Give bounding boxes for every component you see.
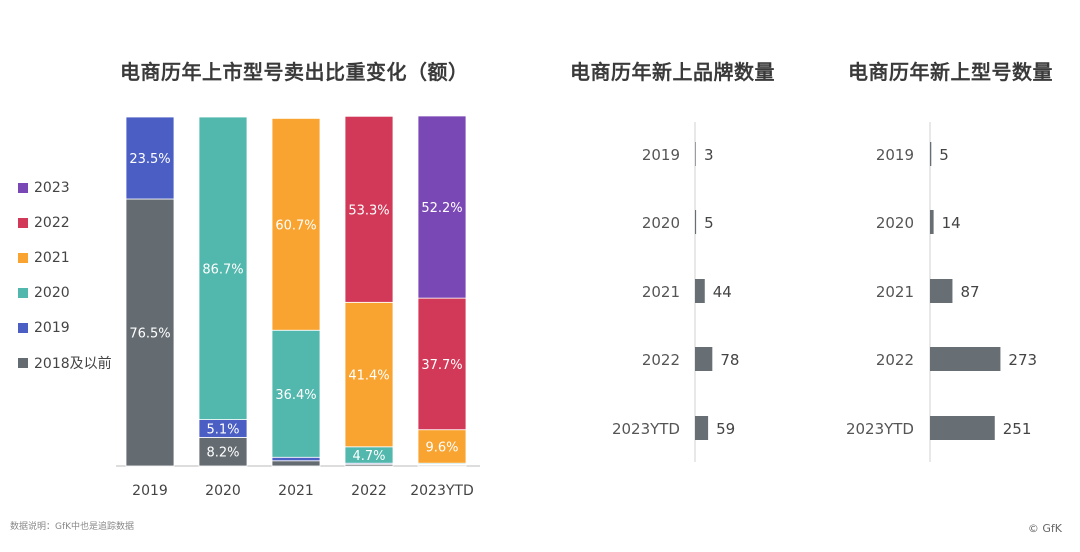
stacked-bar-segment-2018及以前-2019 [125, 198, 175, 467]
models-bar [930, 279, 953, 303]
models-value-label: 14 [942, 214, 961, 232]
legend-label: 2018及以前 [34, 355, 112, 372]
legend-item: 2018及以前 [18, 345, 112, 380]
legend-label: 2020 [34, 284, 70, 301]
stacked-bar-segment-2020-2020 [198, 116, 248, 420]
models-category-label: 2021 [876, 283, 914, 301]
legend-label: 2023 [34, 179, 70, 196]
brands-bar [695, 142, 696, 166]
stacked-chart-legend: 2023 2022 2021 2020 2019 2018及以前 [18, 170, 112, 380]
brands-value-label: 78 [720, 351, 739, 369]
legend-swatch [18, 322, 28, 333]
models-value-label: 273 [1008, 351, 1037, 369]
x-tick-label: 2022 [351, 483, 387, 499]
stacked-bar-segment-2019-2021 [271, 456, 321, 462]
stacked-bar-segment-2022-2023YTD [417, 297, 467, 431]
brands-chart-title: 电商历年新上品牌数量 [570, 60, 775, 84]
data-label: 41.4% [348, 369, 389, 384]
brands-category-label: 2019 [642, 146, 680, 164]
data-label: 23.5% [129, 152, 170, 167]
models-category-label: 2019 [876, 146, 914, 164]
stacked-bar-segment-2023-2023YTD [417, 115, 467, 299]
data-label: 5.1% [206, 422, 239, 437]
models-category-label: 2023YTD [846, 420, 914, 438]
legend-item: 2023 [18, 170, 112, 205]
data-label: 8.2% [206, 446, 239, 461]
stacked-bar-segment-2018及以前-2020 [198, 436, 248, 467]
models-chart-title: 电商历年新上型号数量 [848, 60, 1053, 84]
data-label: 53.3% [348, 203, 389, 218]
brands-category-label: 2020 [642, 214, 680, 232]
stacked-bar-segment-2022-2022 [344, 115, 394, 303]
data-label: 37.7% [421, 358, 462, 373]
brands-bar [695, 416, 709, 440]
stacked-bar-segment-2018及以前-2021 [271, 460, 321, 467]
data-label: 9.6% [425, 440, 458, 455]
legend-swatch [18, 217, 28, 228]
brands-value-label: 44 [713, 283, 732, 301]
stacked-bar-segment-2019-2019 [125, 116, 175, 200]
stacked-bar-segment-2021-2022 [344, 301, 394, 448]
data-label: 52.2% [421, 201, 462, 216]
brands-bar [695, 279, 705, 303]
legend-swatch [18, 357, 28, 368]
stacked-bar-segment-2020-2021 [271, 329, 321, 458]
copyright: © GfK [1027, 522, 1062, 535]
legend-swatch [18, 252, 28, 263]
legend-item: 2022 [18, 205, 112, 240]
models-bar [930, 210, 934, 234]
models-category-label: 2022 [876, 351, 914, 369]
data-label: 36.4% [275, 388, 316, 403]
models-bar [930, 347, 1001, 371]
models-value-label: 87 [960, 283, 979, 301]
models-value-label: 5 [939, 146, 949, 164]
footnote: 数据说明：GfK中也是追踪数据 [10, 522, 135, 532]
x-tick-label: 2021 [278, 483, 314, 499]
models-category-label: 2020 [876, 214, 914, 232]
legend-item: 2019 [18, 310, 112, 345]
data-label: 86.7% [202, 262, 243, 277]
models-value-label: 251 [1003, 420, 1032, 438]
legend-label: 2021 [34, 249, 70, 266]
stacked-bar-segment-2021-2021 [271, 117, 321, 331]
legend-label: 2022 [34, 214, 70, 231]
brands-value-label: 3 [704, 146, 714, 164]
models-bar [930, 142, 932, 166]
legend-item: 2021 [18, 240, 112, 275]
data-label: 4.7% [352, 449, 385, 464]
stacked-bar-segment-2021-2023YTD [417, 429, 467, 464]
legend-label: 2019 [34, 319, 70, 336]
brands-bar [695, 210, 697, 234]
stacked-chart-title: 电商历年上市型号卖出比重变化（额） [120, 60, 469, 84]
brands-value-label: 59 [716, 420, 735, 438]
brands-category-label: 2023YTD [612, 420, 680, 438]
x-tick-label: 2020 [205, 483, 241, 499]
brands-category-label: 2021 [642, 283, 680, 301]
legend-item: 2020 [18, 275, 112, 310]
data-label: 60.7% [275, 218, 316, 233]
data-label: 76.5% [129, 327, 170, 342]
legend-swatch [18, 182, 28, 193]
legend-swatch [18, 287, 28, 298]
brands-bar [695, 347, 713, 371]
x-tick-label: 2019 [132, 483, 168, 499]
x-tick-label: 2023YTD [410, 483, 474, 499]
models-bar [930, 416, 995, 440]
brands-category-label: 2022 [642, 351, 680, 369]
brands-value-label: 5 [704, 214, 714, 232]
